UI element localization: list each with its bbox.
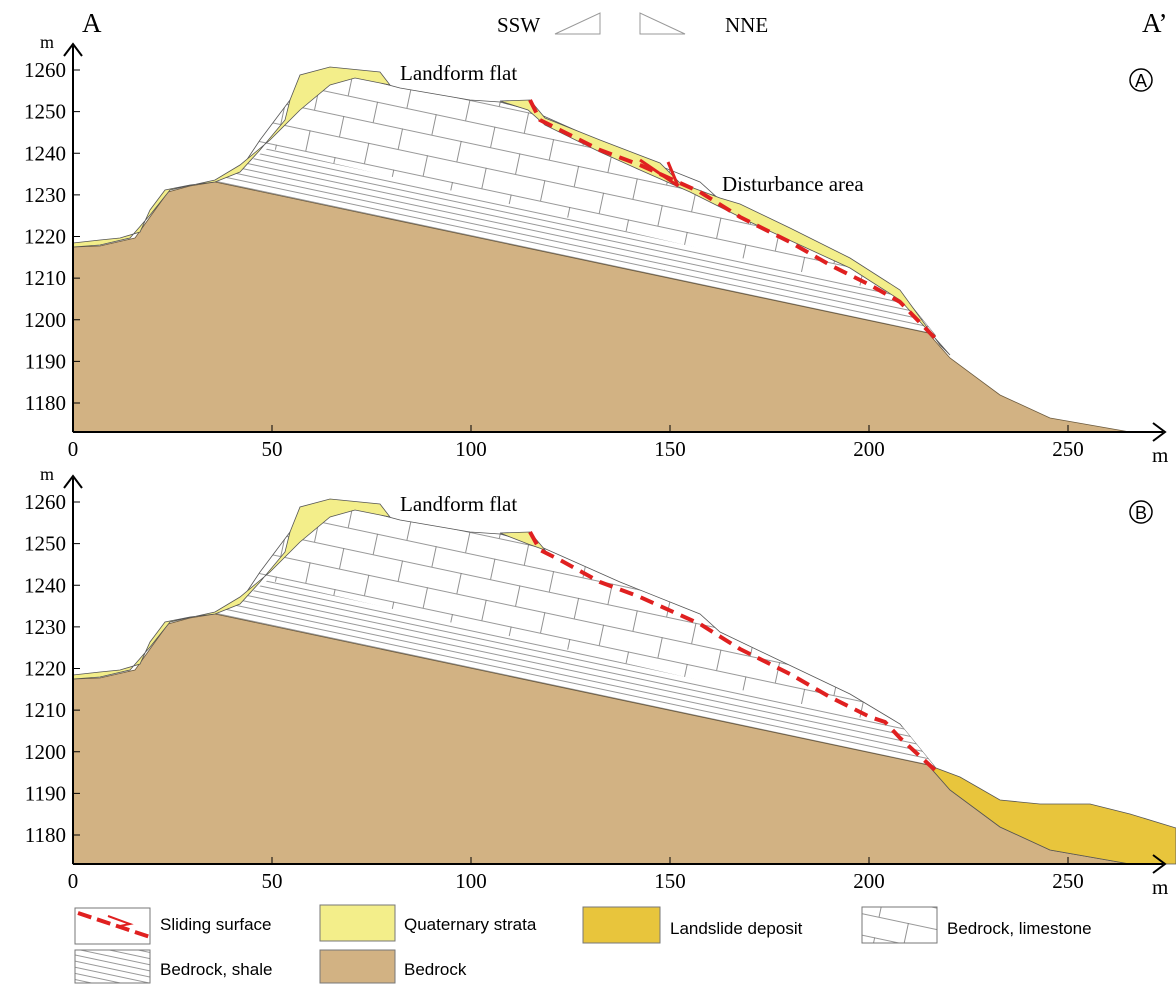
figure: A A’ SSW NNE Landform flat Disturbance a… bbox=[0, 0, 1176, 985]
y-tick-label: 1220 bbox=[24, 657, 66, 681]
y-tick-label: 1230 bbox=[24, 615, 66, 639]
section-end-left: A bbox=[82, 8, 102, 38]
panel-b bbox=[73, 499, 1176, 864]
x-tick-label: 200 bbox=[853, 437, 885, 461]
direction-right: NNE bbox=[725, 13, 768, 37]
x-unit: m bbox=[1152, 875, 1168, 899]
y-tick-label: 1180 bbox=[25, 823, 66, 847]
x-tick-label: 150 bbox=[654, 869, 686, 893]
x-tick-label: 100 bbox=[455, 869, 487, 893]
y-tick-label: 1200 bbox=[24, 308, 66, 332]
y-tick-label: 1190 bbox=[25, 349, 66, 373]
x-tick-label: 50 bbox=[262, 437, 283, 461]
x-tick-label: 0 bbox=[68, 437, 79, 461]
y-tick-label: 1180 bbox=[25, 391, 66, 415]
legend-label: Bedrock, limestone bbox=[947, 919, 1092, 938]
y-tick-label: 1260 bbox=[24, 490, 66, 514]
x-tick-label: 150 bbox=[654, 437, 686, 461]
x-tick-label: 50 bbox=[262, 869, 283, 893]
legend: Sliding surface Quaternary strata Landsl… bbox=[75, 905, 1092, 983]
annotation: Disturbance area bbox=[722, 172, 864, 196]
y-tick-label: 1220 bbox=[24, 225, 66, 249]
y-tick-label: 1210 bbox=[24, 266, 66, 290]
panel-a bbox=[73, 67, 1130, 432]
y-tick-label: 1200 bbox=[24, 740, 66, 764]
direction-left: SSW bbox=[497, 13, 540, 37]
y-unit: m bbox=[40, 464, 54, 484]
y-tick-label: 1210 bbox=[24, 698, 66, 722]
y-unit: m bbox=[40, 32, 54, 52]
y-tick-label: 1250 bbox=[24, 532, 66, 556]
y-tick-label: 1240 bbox=[24, 573, 66, 597]
section-end-right: A’ bbox=[1142, 8, 1168, 38]
annotation: Landform flat bbox=[400, 492, 517, 516]
x-tick-label: 250 bbox=[1052, 869, 1084, 893]
legend-label: Sliding surface bbox=[160, 915, 272, 934]
y-tick-label: 1240 bbox=[24, 141, 66, 165]
y-tick-label: 1190 bbox=[25, 781, 66, 805]
panel-label: B bbox=[1135, 503, 1147, 523]
direction-arrows bbox=[555, 13, 685, 34]
legend-label: Bedrock, shale bbox=[160, 960, 272, 979]
legend-label: Landslide deposit bbox=[670, 919, 803, 938]
y-tick-label: 1230 bbox=[24, 183, 66, 207]
y-tick-label: 1260 bbox=[24, 58, 66, 82]
x-tick-label: 200 bbox=[853, 869, 885, 893]
x-tick-label: 100 bbox=[455, 437, 487, 461]
y-tick-label: 1250 bbox=[24, 100, 66, 124]
panel-label: A bbox=[1135, 71, 1147, 91]
legend-label: Bedrock bbox=[404, 960, 467, 979]
x-tick-label: 250 bbox=[1052, 437, 1084, 461]
annotation: Landform flat bbox=[400, 61, 517, 85]
legend-label: Quaternary strata bbox=[404, 915, 537, 934]
x-tick-label: 0 bbox=[68, 869, 79, 893]
x-unit: m bbox=[1152, 443, 1168, 467]
